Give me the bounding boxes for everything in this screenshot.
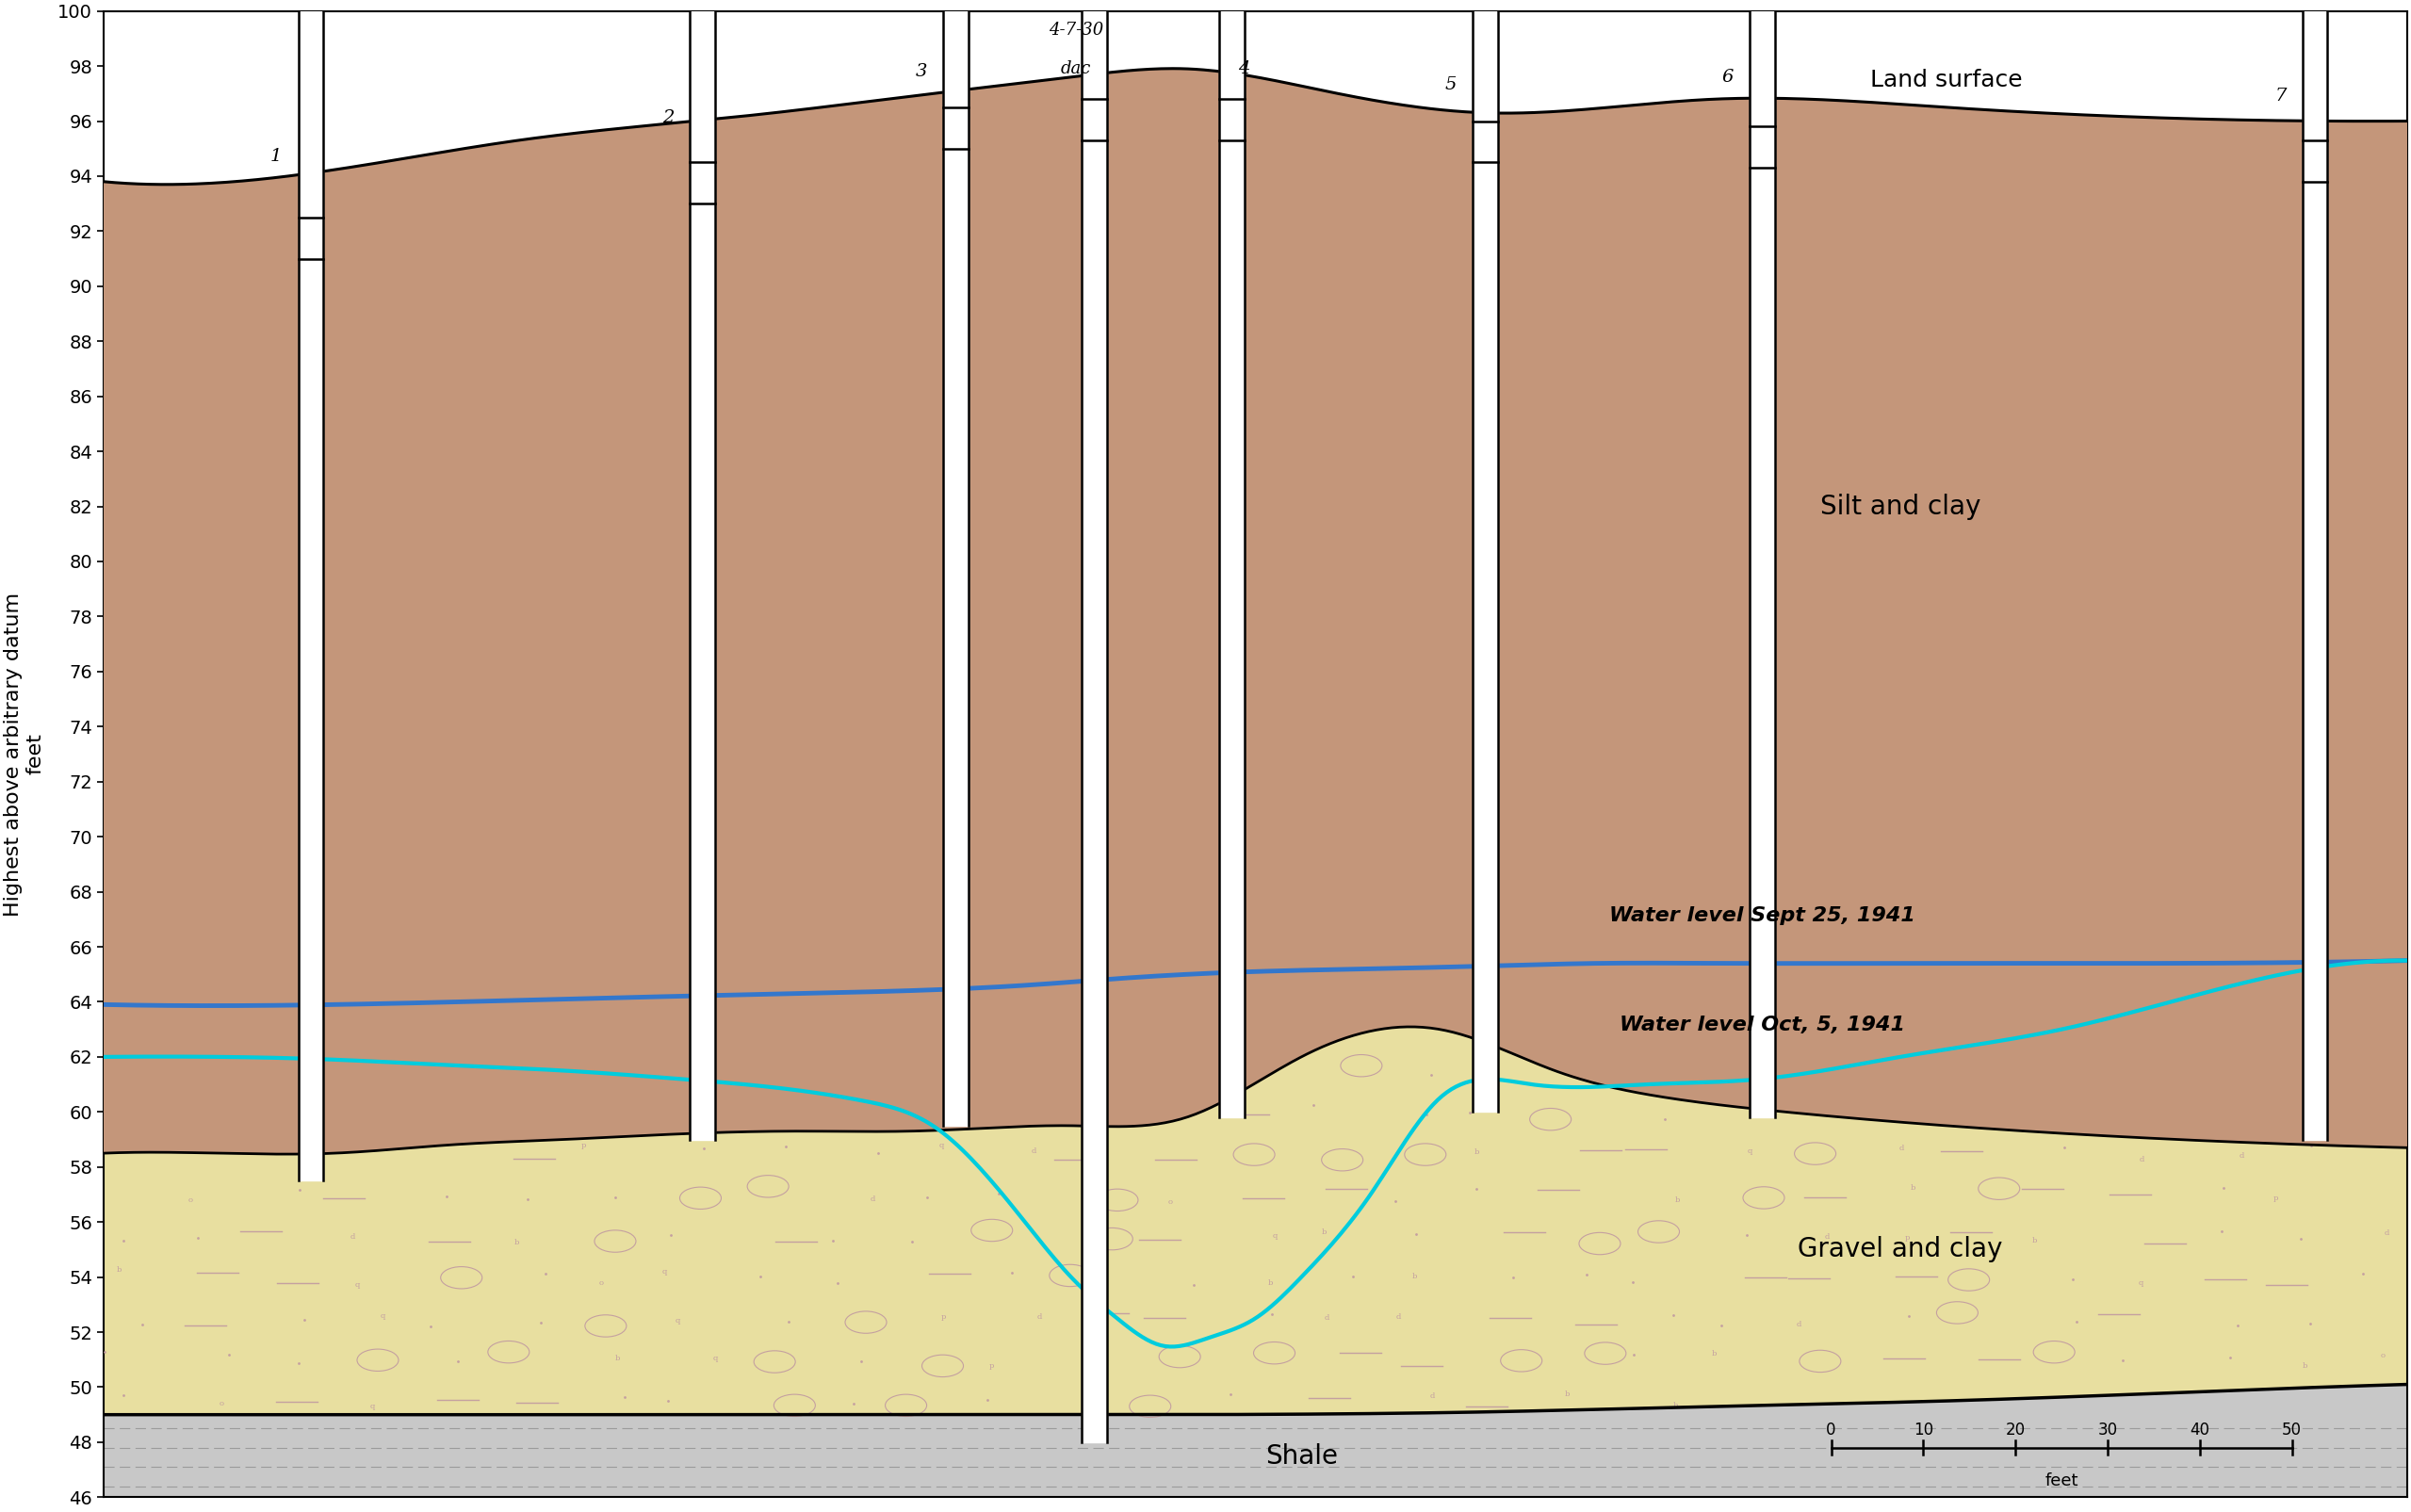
- Text: Land surface: Land surface: [1871, 68, 2023, 91]
- Text: feet: feet: [2045, 1473, 2078, 1489]
- Text: 5: 5: [1444, 77, 1456, 94]
- Text: Gravel and clay: Gravel and clay: [1799, 1237, 2004, 1263]
- Text: b: b: [1268, 1279, 1273, 1287]
- Text: q: q: [354, 1281, 359, 1288]
- Text: d: d: [1324, 1314, 1328, 1321]
- Text: d: d: [2240, 1152, 2245, 1160]
- Text: q: q: [381, 1312, 386, 1320]
- Text: 1: 1: [270, 148, 282, 165]
- Text: b: b: [1413, 1273, 1418, 1281]
- Text: q: q: [1748, 1148, 1753, 1155]
- Text: q: q: [1273, 1232, 1278, 1240]
- Text: q: q: [940, 1142, 945, 1149]
- Text: Water level Sept 25, 1941: Water level Sept 25, 1941: [1608, 906, 1914, 925]
- Polygon shape: [104, 68, 2406, 1154]
- Text: b: b: [1673, 1402, 1678, 1409]
- Y-axis label: Highest above arbitrary datum
feet: Highest above arbitrary datum feet: [5, 593, 46, 916]
- Text: Shale: Shale: [1266, 1442, 1338, 1470]
- Text: p: p: [940, 1314, 945, 1321]
- Text: b: b: [1473, 1148, 1478, 1155]
- Polygon shape: [104, 1385, 2406, 1497]
- Text: d: d: [1796, 1320, 1801, 1328]
- Text: b: b: [1321, 1228, 1326, 1235]
- Text: d: d: [870, 1196, 875, 1204]
- Text: b: b: [118, 1266, 123, 1273]
- Text: 50: 50: [2281, 1421, 2303, 1438]
- Text: p: p: [2274, 1194, 2278, 1202]
- Text: d: d: [1900, 1145, 1905, 1152]
- Text: b: b: [1676, 1196, 1680, 1204]
- Text: d: d: [1037, 1312, 1042, 1320]
- Text: o: o: [188, 1198, 193, 1205]
- Text: d: d: [1430, 1393, 1435, 1400]
- Text: 20: 20: [2006, 1421, 2025, 1438]
- Text: 7: 7: [2274, 88, 2286, 104]
- Text: q: q: [2139, 1279, 2143, 1287]
- Text: 0: 0: [1825, 1421, 1837, 1438]
- Text: 4: 4: [1237, 60, 1249, 77]
- Text: 30: 30: [2098, 1421, 2117, 1438]
- Text: 40: 40: [2189, 1421, 2208, 1438]
- Text: Silt and clay: Silt and clay: [1820, 493, 1979, 520]
- Text: b: b: [1912, 1184, 1917, 1191]
- Text: d: d: [2384, 1229, 2389, 1237]
- Text: b: b: [2032, 1237, 2037, 1244]
- Text: d: d: [1032, 1148, 1037, 1155]
- Text: o: o: [598, 1279, 603, 1287]
- Text: p: p: [989, 1362, 993, 1370]
- Text: b: b: [1565, 1390, 1570, 1397]
- Text: o: o: [219, 1400, 224, 1408]
- Text: b: b: [1085, 1399, 1090, 1406]
- Text: d: d: [350, 1234, 354, 1241]
- Text: q: q: [663, 1269, 668, 1276]
- Text: p: p: [1905, 1234, 1910, 1241]
- Text: o: o: [1167, 1198, 1172, 1205]
- Text: 6: 6: [1721, 68, 1734, 85]
- Text: dac: dac: [1061, 60, 1090, 77]
- Text: b: b: [1712, 1350, 1717, 1358]
- Text: 3: 3: [916, 64, 928, 80]
- Text: d: d: [2139, 1157, 2143, 1164]
- Text: 10: 10: [1914, 1421, 1934, 1438]
- Text: Water level Oct, 5, 1941: Water level Oct, 5, 1941: [1620, 1016, 1905, 1034]
- Text: d: d: [1396, 1314, 1401, 1321]
- Text: b: b: [514, 1238, 521, 1246]
- Text: q: q: [714, 1355, 718, 1362]
- Text: 2: 2: [663, 110, 673, 127]
- Text: p: p: [581, 1142, 586, 1149]
- Text: q: q: [675, 1317, 680, 1325]
- Text: d: d: [1825, 1234, 1830, 1241]
- Text: o: o: [2380, 1352, 2384, 1359]
- Text: q: q: [369, 1403, 374, 1411]
- Polygon shape: [104, 1027, 2406, 1415]
- Text: b: b: [615, 1355, 620, 1362]
- Text: b: b: [2303, 1362, 2307, 1370]
- Text: 4-7-30: 4-7-30: [1049, 21, 1104, 38]
